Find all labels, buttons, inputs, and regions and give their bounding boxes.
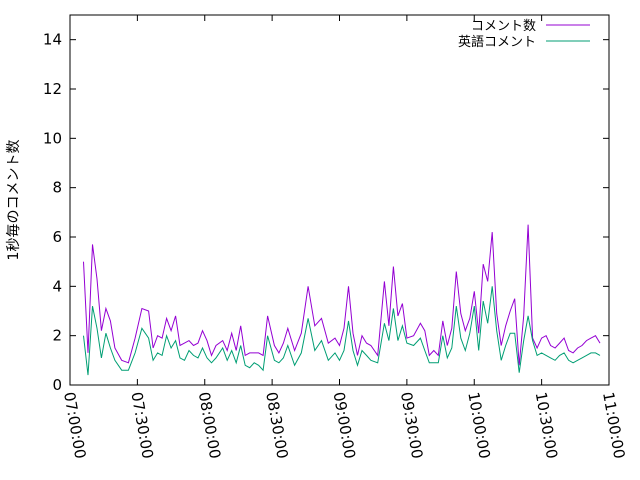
- x-tick-label: 11:00:00: [599, 391, 628, 460]
- y-tick-label: 4: [52, 277, 62, 295]
- x-tick-label: 07:30:00: [127, 391, 156, 460]
- x-tick-label: 09:30:00: [397, 391, 426, 460]
- y-tick-label: 12: [43, 80, 62, 98]
- x-tick-label: 10:30:00: [532, 391, 561, 460]
- x-tick-label: 08:00:00: [195, 391, 224, 460]
- y-tick-label: 14: [43, 31, 62, 49]
- y-axis-ticks: 0 2 4 6 8 10 12 14: [43, 31, 609, 394]
- y-tick-label: 6: [52, 228, 62, 246]
- y-tick-label: 10: [43, 129, 62, 147]
- y-axis-label: 1秒毎のコメント数: [6, 140, 22, 261]
- y-tick-label: 2: [52, 327, 62, 345]
- x-axis-ticks: 07:00:00 07:30:00 08:00:00 08:30:00 09:00:00…: [60, 15, 628, 460]
- y-tick-label: 0: [52, 376, 62, 394]
- legend-label: 英語コメント: [458, 34, 536, 50]
- x-tick-label: 07:00:00: [60, 391, 89, 460]
- y-tick-label: 8: [52, 179, 62, 197]
- series-lines: [83, 224, 601, 376]
- x-tick-label: 10:00:00: [464, 391, 493, 460]
- x-tick-label: 08:30:00: [262, 391, 291, 460]
- series-line-1: [83, 224, 601, 366]
- legend-label: コメント数: [471, 19, 536, 34]
- series-line-2: [83, 286, 601, 376]
- x-tick-label: 09:00:00: [330, 391, 359, 460]
